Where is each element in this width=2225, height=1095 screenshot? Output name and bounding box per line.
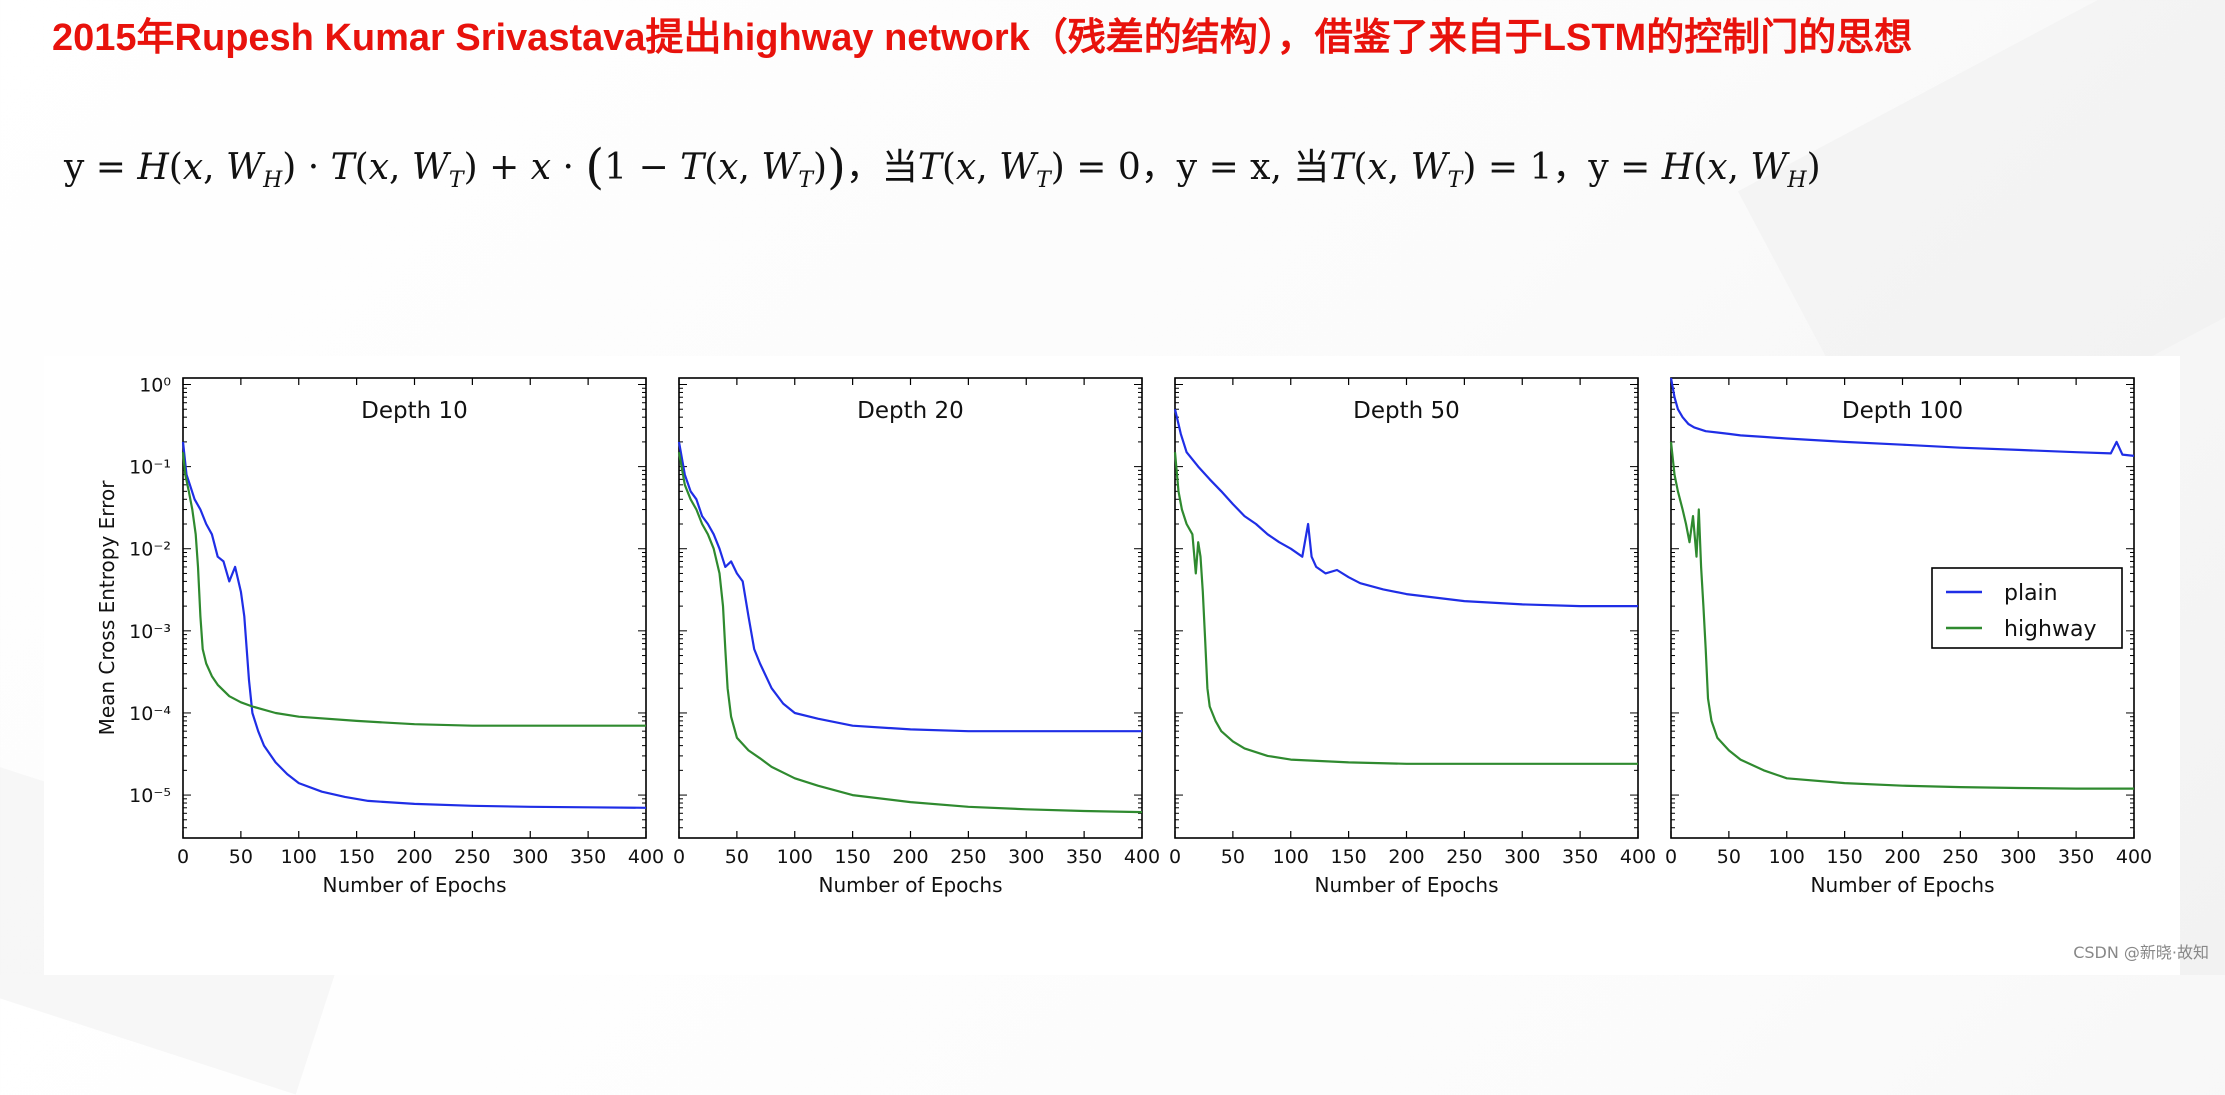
formula-condition-2: 当 — [1281, 147, 1330, 188]
x-tick-label: 200 — [396, 846, 432, 868]
x-tick-label: 0 — [1665, 846, 1677, 868]
x-tick-label: 250 — [950, 846, 986, 868]
legend-label-plain: plain — [2004, 581, 2058, 606]
series-line-plain — [1173, 408, 1638, 608]
x-tick-label: 400 — [2116, 846, 2152, 868]
x-tick-label: 300 — [1008, 846, 1044, 868]
x-axis-label: Number of Epochs — [1315, 873, 1499, 897]
x-tick-label: 200 — [892, 846, 928, 868]
x-tick-label: 400 — [628, 846, 664, 868]
series-line-highway — [1669, 441, 2134, 790]
series-line-highway — [677, 452, 1143, 814]
x-tick-label: 0 — [1169, 846, 1181, 868]
series-line-highway — [181, 452, 646, 727]
y-tick-label: 10⁻³ — [129, 621, 171, 643]
x-tick-label: 200 — [1884, 846, 1920, 868]
x-tick-label: 150 — [338, 846, 374, 868]
legend-box — [1931, 567, 2123, 649]
x-tick-label: 250 — [1942, 846, 1978, 868]
x-tick-label: 0 — [673, 846, 685, 868]
plot-frame — [182, 377, 647, 839]
y-tick-label: 10⁰ — [139, 375, 171, 397]
x-tick-label: 100 — [1769, 846, 1805, 868]
x-tick-label: 100 — [777, 846, 813, 868]
y-tick-label: 10⁻¹ — [129, 457, 171, 479]
highway-formula: y = H(x, WH) · T(x, WT) + x · (1 − T(x, … — [64, 139, 1821, 195]
formula-result-1: ，y = x, — [1140, 147, 1282, 188]
y-tick-label: 10⁻⁵ — [129, 785, 171, 807]
x-tick-label: 100 — [281, 846, 317, 868]
chart-panel: 0 50 100 150 200 250 300 350 400 10⁻⁵ 10⁻⁴ 10⁻³ 10⁻²… — [44, 356, 2180, 975]
chart-title: Depth 10 — [361, 398, 468, 424]
x-tick-label: 150 — [1330, 846, 1366, 868]
x-tick-label: 350 — [570, 846, 606, 868]
legend-label-highway: highway — [2004, 617, 2096, 642]
x-axis-label: Number of Epochs — [1811, 873, 1995, 897]
x-tick-label: 50 — [1717, 846, 1741, 868]
x-tick-label: 50 — [725, 846, 749, 868]
series-line-plain — [1669, 377, 2135, 457]
x-tick-label: 100 — [1273, 846, 1309, 868]
x-tick-label: 350 — [2058, 846, 2094, 868]
y-tick-label: 10⁻² — [129, 539, 171, 561]
y-tick-label: 10⁻⁴ — [129, 703, 171, 725]
formula-lhs: y = — [64, 147, 138, 188]
x-tick-label: 350 — [1562, 846, 1598, 868]
series-line-plain — [677, 441, 1142, 733]
x-tick-label: 300 — [2000, 846, 2036, 868]
plot-frame — [1174, 377, 1639, 839]
page-title: 2015年Rupesh Kumar Srivastava提出highway ne… — [52, 17, 1913, 59]
y-axis-label: Mean Cross Entropy Error — [95, 480, 119, 736]
x-tick-label: 0 — [177, 846, 189, 868]
chart-title: Depth 50 — [1353, 398, 1460, 424]
x-tick-label: 250 — [454, 846, 490, 868]
x-tick-label: 350 — [1066, 846, 1102, 868]
chart-title: Depth 20 — [857, 398, 964, 424]
training-error-charts: 0 50 100 150 200 250 300 350 400 10⁻⁵ 10⁻⁴ 10⁻³ 10⁻²… — [95, 375, 2152, 897]
x-tick-label: 200 — [1388, 846, 1424, 868]
x-axis-label: Number of Epochs — [323, 873, 507, 897]
series-line-plain — [181, 441, 647, 809]
plot-frame — [678, 377, 1143, 839]
x-tick-label: 300 — [512, 846, 548, 868]
formula-result-2: ，y = — [1552, 147, 1662, 188]
chart-title: Depth 100 — [1842, 398, 1963, 424]
formula-condition-1: ，当 — [845, 147, 918, 188]
x-tick-label: 300 — [1504, 846, 1540, 868]
x-tick-label: 150 — [1826, 846, 1862, 868]
x-tick-label: 400 — [1124, 846, 1160, 868]
series-line-highway — [1173, 452, 1638, 765]
x-tick-label: 50 — [1221, 846, 1245, 868]
watermark: CSDN @新晓·故知 — [2073, 943, 2209, 962]
x-tick-label: 400 — [1620, 846, 1656, 868]
x-tick-label: 50 — [229, 846, 253, 868]
x-axis-label: Number of Epochs — [819, 873, 1003, 897]
x-tick-label: 250 — [1446, 846, 1482, 868]
x-tick-label: 150 — [834, 846, 870, 868]
